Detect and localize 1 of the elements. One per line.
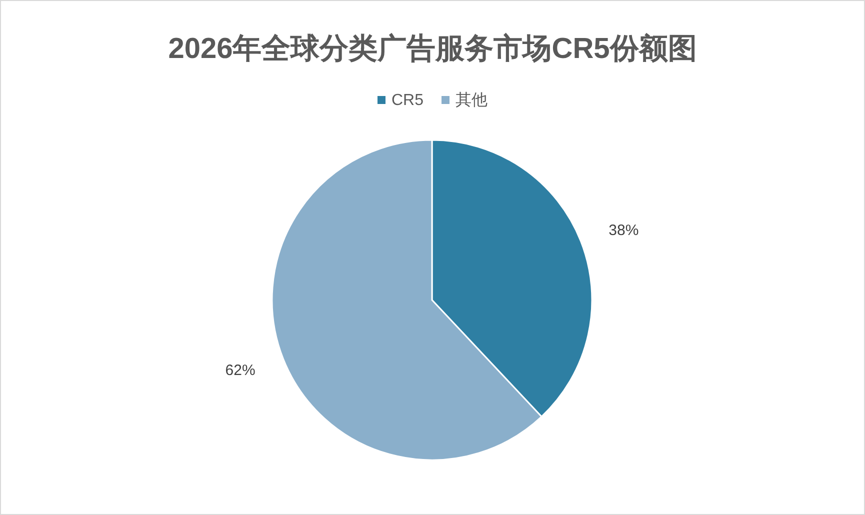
title: 2026年全球分类广告服务市场CR5份额图 <box>168 33 697 65</box>
